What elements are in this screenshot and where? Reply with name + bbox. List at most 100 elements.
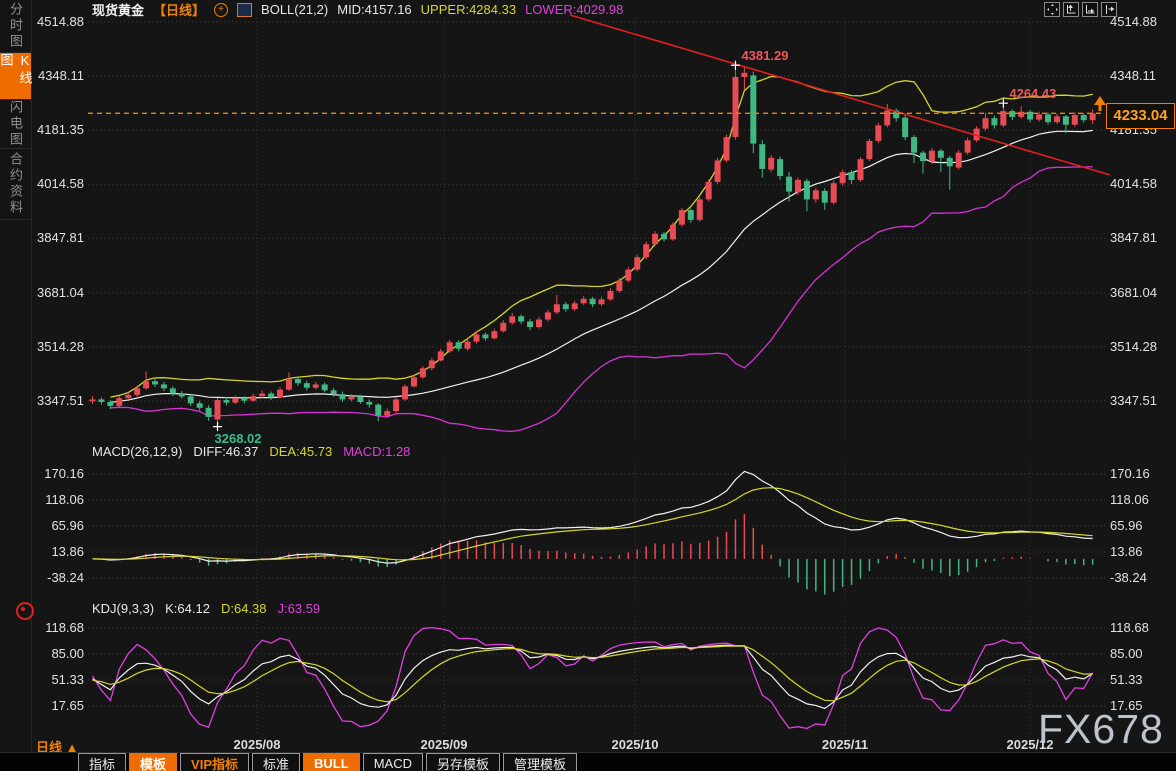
main-axis-label-left: 4514.88 xyxy=(37,13,84,29)
macd-diff-value: DIFF:46.37 xyxy=(193,444,259,459)
kdj-axis-label-left: 118.68 xyxy=(45,619,84,635)
macd-axis-label-right: 170.16 xyxy=(1110,466,1150,481)
chart-toolbar-icons xyxy=(1044,2,1117,17)
main-axis-label-left: 3514.28 xyxy=(37,338,84,354)
main-axis-label-left: 3347.51 xyxy=(37,392,84,408)
main-axis-label-right: 4514.88 xyxy=(1110,13,1157,29)
kdj-axis-label-left: 51.33 xyxy=(51,672,84,687)
extreme-marker-icon xyxy=(213,422,223,432)
price-arrow-icon xyxy=(1094,96,1106,111)
macd-axis-label-left: 65.96 xyxy=(51,518,84,533)
watermark-logo: FX678 xyxy=(1038,706,1164,752)
symbol-name: 现货黄金 xyxy=(92,3,145,18)
toolbar-tab-6[interactable]: 另存模板 xyxy=(425,753,500,771)
kdj-pane-header: KDJ(9,3,3) K:64.12 D:64.38 J:63.59 xyxy=(92,601,320,616)
chart-type-sidebar: 分时图 K线图 闪电图 合约资料 xyxy=(0,0,33,752)
main-axis-label-left: 4014.58 xyxy=(37,176,84,192)
extreme-marker-icon xyxy=(998,98,1008,108)
sidebar-tab-3[interactable]: 合约资料 xyxy=(0,149,31,220)
scale-x-axis-icon[interactable] xyxy=(1082,2,1098,17)
live-indicator-icon xyxy=(16,602,34,620)
price-marker-label: 4381.29 xyxy=(741,48,789,64)
bottom-toolbar: 指标 模板 VIP指标 标准 BULL MACD 另存模板 管理模板 xyxy=(0,752,1176,771)
main-axis-label-right: 3347.51 xyxy=(1110,392,1157,408)
main-axis-label-right: 3514.28 xyxy=(1110,338,1157,354)
boll-upper-value: UPPER:4284.33 xyxy=(420,2,517,17)
toolbar-tab-5[interactable]: MACD xyxy=(362,753,423,771)
macd-axis-label-left: 170.16 xyxy=(44,466,84,481)
current-price-badge: 4233.04 xyxy=(1106,103,1175,129)
macd-dea-line xyxy=(92,487,1093,561)
boll-mid-value: MID:4157.16 xyxy=(337,2,412,17)
toolbar-tab-2[interactable]: VIP指标 xyxy=(180,753,249,771)
move-crosshair-icon[interactable] xyxy=(1044,2,1060,17)
macd-axis-label-left: 13.86 xyxy=(51,544,84,559)
kdj-axis-label-left: 17.65 xyxy=(51,698,84,713)
scale-y-axis-icon[interactable] xyxy=(1063,2,1079,17)
toolbar-tab-0[interactable]: 指标 xyxy=(78,753,127,771)
month-label: 2025/10 xyxy=(611,737,659,752)
main-axis-label-right: 4014.58 xyxy=(1110,176,1157,192)
macd-axis-label-right: 118.06 xyxy=(1110,492,1149,507)
toolbar-tab-4[interactable]: BULL xyxy=(303,753,360,771)
kdj-axis-label-left: 85.00 xyxy=(51,646,84,661)
main-axis-label-right: 3847.81 xyxy=(1110,230,1157,246)
kdj-k-line xyxy=(92,644,1094,710)
macd-axis-label-right: -38.24 xyxy=(1110,569,1147,585)
kdj-axis-label-right: 118.68 xyxy=(1110,619,1149,635)
main-axis-label-left: 3847.81 xyxy=(37,230,84,246)
kdj-axis-label-right: 85.00 xyxy=(1110,646,1143,661)
macd-axis-label-right: 65.96 xyxy=(1110,518,1143,533)
macd-axis-label-left: 118.06 xyxy=(45,492,84,507)
toolbar-tab-7[interactable]: 管理模板 xyxy=(502,753,577,771)
boll-label: BOLL(21,2) xyxy=(261,2,329,17)
kdj-j-value: J:63.59 xyxy=(277,601,321,616)
add-circle-icon[interactable]: + xyxy=(214,2,229,17)
kdj-axis-label-right: 51.33 xyxy=(1110,672,1143,687)
sidebar-tab-2[interactable]: 闪电图 xyxy=(0,100,31,149)
boll-mid-line xyxy=(110,129,1093,403)
trendline[interactable] xyxy=(569,14,1111,176)
boll-lower-line xyxy=(110,165,1093,433)
kdj-d-line xyxy=(92,645,1093,703)
chart-header: 现货黄金 【日线】 + BOLL(21,2) MID:4157.16 UPPER… xyxy=(92,2,624,18)
kdj-axis-label-right: 17.65 xyxy=(1110,698,1143,713)
month-label: 2025/08 xyxy=(233,737,281,752)
macd-diff-line xyxy=(92,470,1093,564)
xaxis-row xyxy=(0,735,1176,752)
macd-dea-value: DEA:45.73 xyxy=(269,444,333,459)
mini-chart-icon[interactable] xyxy=(237,2,253,17)
macd-header-label: MACD(26,12,9) xyxy=(92,444,183,459)
toolbar-tab-1[interactable]: 模板 xyxy=(129,753,178,771)
toolbar-tab-3[interactable]: 标准 xyxy=(252,753,301,771)
sidebar-tab-0[interactable]: 分时图 xyxy=(0,0,31,53)
kdj-header-label: KDJ(9,3,3) xyxy=(92,601,155,616)
kdj-d-value: D:64.38 xyxy=(220,601,267,616)
pan-right-icon[interactable] xyxy=(1101,2,1117,17)
main-axis-label-right: 3681.04 xyxy=(1110,284,1157,300)
boll-upper-line xyxy=(110,75,1093,398)
main-axis-label-left: 4348.11 xyxy=(37,68,84,83)
main-axis-label-left: 4181.35 xyxy=(37,122,84,138)
macd-pane-header: MACD(26,12,9) DIFF:46.37 DEA:45.73 MACD:… xyxy=(92,444,410,459)
month-label: 2025/11 xyxy=(821,737,869,752)
price-marker-label: 4264.43 xyxy=(1009,86,1057,102)
extreme-marker-icon xyxy=(730,60,740,70)
price-marker-label: 3268.02 xyxy=(214,430,262,446)
period-dropdown[interactable]: 日线 ▲ xyxy=(36,740,79,755)
month-label: 2025/12 xyxy=(1006,737,1054,752)
macd-axis-label-left: -38.24 xyxy=(47,569,84,585)
kdj-j-line xyxy=(91,626,1094,730)
month-label: 2025/09 xyxy=(420,737,468,752)
main-axis-label-right: 4348.11 xyxy=(1110,68,1157,83)
macd-macd-value: MACD:1.28 xyxy=(343,444,411,459)
macd-axis-label-right: 13.86 xyxy=(1110,544,1143,559)
period-tag: 【日线】 xyxy=(153,3,206,18)
sidebar-tab-1[interactable]: K线图 xyxy=(0,53,33,100)
main-axis-label-left: 3681.04 xyxy=(37,284,84,300)
boll-lower-value: LOWER:4029.98 xyxy=(525,2,624,17)
candles-group xyxy=(89,65,1096,427)
kdj-k-value: K:64.12 xyxy=(165,601,210,616)
